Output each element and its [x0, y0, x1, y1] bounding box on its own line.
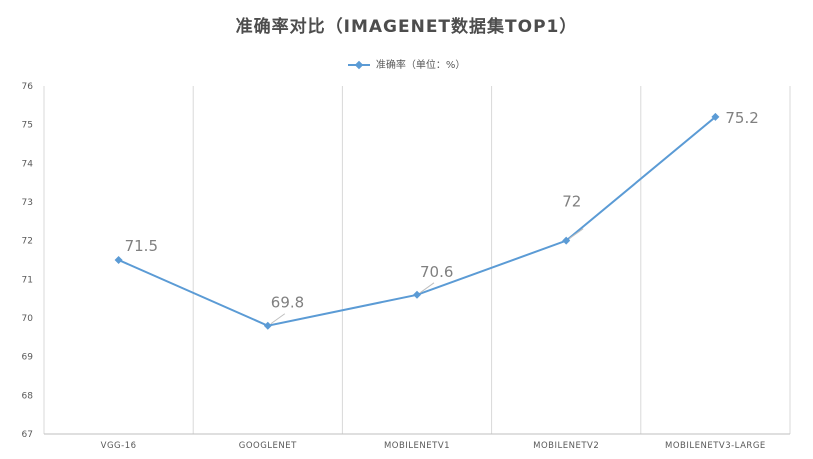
x-category-label: VGG-16	[101, 441, 137, 451]
y-tick-label: 68	[22, 391, 34, 401]
data-point-marker	[413, 290, 421, 299]
chart-title: 准确率对比（IMAGENET数据集TOP1）	[235, 17, 578, 37]
data-label-leader	[270, 313, 286, 325]
y-tick-label: 67	[22, 430, 33, 440]
y-tick-label: 74	[22, 159, 34, 169]
data-point-marker	[114, 256, 123, 264]
data-point-marker	[263, 321, 272, 330]
data-label: 69.8	[271, 294, 304, 312]
data-point-marker	[711, 112, 720, 121]
data-label: 71.5	[125, 237, 158, 255]
y-tick-label: 69	[22, 353, 34, 363]
data-label: 75.2	[725, 109, 758, 127]
y-tick-label: 76	[22, 82, 34, 92]
legend-label: 准确率（单位：%）	[375, 60, 466, 71]
x-category-label: MOBILENETV2	[533, 441, 599, 451]
y-tick-label: 73	[22, 198, 33, 208]
data-label: 72	[562, 193, 581, 211]
y-tick-label: 72	[22, 237, 33, 247]
y-tick-label: 70	[22, 314, 34, 324]
data-label-leader	[568, 228, 584, 240]
legend-marker-icon	[347, 60, 370, 70]
legend: 准确率（单位：%）	[0, 56, 813, 71]
x-category-label: MOBILENETV1	[384, 441, 450, 451]
y-tick-label: 75	[22, 121, 33, 131]
data-point-marker	[562, 236, 571, 245]
data-label: 70.6	[420, 263, 453, 281]
y-tick-label: 71	[22, 275, 33, 285]
x-category-label: MOBILENETV3-LARGE	[665, 441, 766, 451]
x-category-label: GOOGLENET	[239, 441, 297, 451]
data-label-leader	[419, 282, 435, 294]
